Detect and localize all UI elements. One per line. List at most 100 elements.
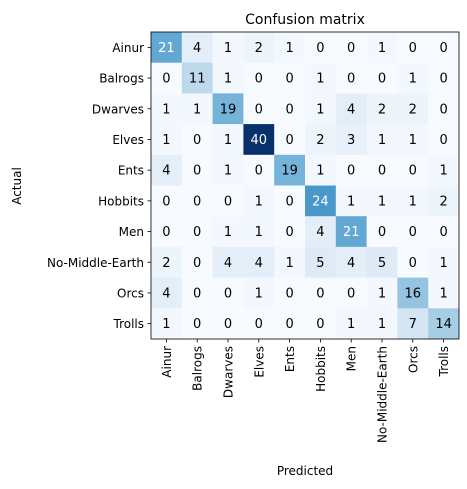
heatmap-cell	[305, 93, 337, 125]
cell-value-label: 1	[316, 72, 324, 87]
cell-value-label: 1	[409, 194, 417, 209]
cell-value-label: 1	[378, 41, 386, 56]
y-tick-label: Balrogs	[99, 72, 144, 86]
heatmap-cell	[181, 185, 213, 217]
heatmap-cell	[428, 216, 460, 248]
heatmap-cell	[305, 185, 337, 217]
heatmap-cell	[305, 124, 337, 156]
cell-value-label: 0	[193, 286, 201, 301]
cell-value-label: 5	[316, 256, 324, 271]
heatmap-cell	[181, 154, 213, 186]
cell-value-label: 0	[316, 286, 324, 301]
heatmap-cell	[366, 277, 398, 309]
heatmap-cell	[151, 93, 183, 125]
heatmap-cell	[397, 93, 429, 125]
cell-value-label: 0	[378, 225, 386, 240]
cell-value-label: 1	[347, 317, 355, 332]
y-tick-label: Orcs	[117, 286, 144, 300]
heatmap-cell	[335, 308, 367, 340]
y-tick-label: Hobbits	[98, 194, 144, 208]
heatmap-cell	[212, 277, 244, 309]
heatmap-cell	[397, 32, 429, 64]
cell-value-label: 1	[255, 194, 263, 209]
heatmap-cell	[397, 216, 429, 248]
heatmap-cell	[397, 277, 429, 309]
y-tick-label: Men	[119, 225, 144, 239]
heatmap-cell	[181, 246, 213, 278]
cell-value-label: 0	[162, 225, 170, 240]
heatmap-cell	[151, 246, 183, 278]
cell-value-label: 0	[347, 72, 355, 87]
cell-value-label: 1	[285, 41, 293, 56]
cell-value-label: 0	[378, 72, 386, 87]
cell-value-label: 1	[378, 133, 386, 148]
cell-value-label: 0	[409, 164, 417, 179]
heatmap-cell	[212, 32, 244, 64]
cell-value-label: 0	[224, 317, 232, 332]
x-tick-label: Orcs	[406, 346, 420, 373]
cell-value-label: 1	[255, 225, 263, 240]
cell-value-label: 0	[347, 164, 355, 179]
cell-value-label: 2	[162, 256, 170, 271]
heatmap-cell	[305, 308, 337, 340]
cell-value-label: 0	[193, 133, 201, 148]
heatmap-cell	[151, 308, 183, 340]
cell-value-label: 1	[439, 286, 447, 301]
cell-value-label: 5	[378, 256, 386, 271]
heatmap-cell	[428, 62, 460, 94]
cell-value-label: 0	[409, 41, 417, 56]
heatmap-cell	[212, 154, 244, 186]
cell-value-label: 0	[378, 164, 386, 179]
heatmap-cell	[274, 154, 306, 186]
cell-value-label: 21	[343, 225, 360, 240]
heatmap-cell	[243, 93, 275, 125]
heatmap-cell	[181, 62, 213, 94]
cell-value-label: 1	[162, 317, 170, 332]
heatmap-cell	[274, 124, 306, 156]
cell-value-label: 0	[409, 225, 417, 240]
heatmap-cell	[428, 277, 460, 309]
heatmap-cell	[274, 246, 306, 278]
heatmap-cell	[274, 216, 306, 248]
heatmap-cell	[212, 124, 244, 156]
cell-value-label: 1	[224, 225, 232, 240]
y-tick-label: Dwarves	[92, 102, 144, 116]
plot-frame	[150, 31, 460, 340]
cell-value-label: 24	[312, 194, 329, 209]
cell-value-label: 14	[435, 317, 452, 332]
cell-value-label: 0	[285, 133, 293, 148]
heatmap-cell	[335, 62, 367, 94]
cell-value-label: 0	[193, 225, 201, 240]
heatmap-cell	[151, 185, 183, 217]
cell-value-label: 0	[316, 41, 324, 56]
heatmap-cell	[181, 277, 213, 309]
heatmap-cell	[305, 277, 337, 309]
cell-value-label: 1	[378, 317, 386, 332]
x-tick-label: Ainur	[160, 346, 174, 378]
cell-value-label: 1	[224, 133, 232, 148]
heatmap-cell	[397, 308, 429, 340]
x-tick-label: Trolls	[437, 346, 451, 378]
heatmap-cell	[397, 124, 429, 156]
cell-value-label: 1	[347, 194, 355, 209]
heatmap-cell	[305, 216, 337, 248]
cell-value-label: 19	[220, 102, 237, 117]
cell-value-label: 4	[255, 256, 263, 271]
heatmap-cell	[428, 308, 460, 340]
cell-value-label: 1	[285, 256, 293, 271]
heatmap-cell	[335, 185, 367, 217]
heatmap-cell	[335, 32, 367, 64]
heatmap-cell	[335, 246, 367, 278]
cell-value-label: 1	[439, 164, 447, 179]
cell-value-label: 0	[316, 317, 324, 332]
cell-value-label: 2	[255, 41, 263, 56]
cell-value-label: 0	[255, 317, 263, 332]
cell-value-label: 4	[224, 256, 232, 271]
cell-value-label: 1	[316, 164, 324, 179]
x-tick-label: Dwarves	[222, 346, 236, 398]
cell-value-label: 2	[316, 133, 324, 148]
heatmap-cell	[212, 246, 244, 278]
heatmap-cell	[151, 124, 183, 156]
heatmap-cell	[397, 154, 429, 186]
